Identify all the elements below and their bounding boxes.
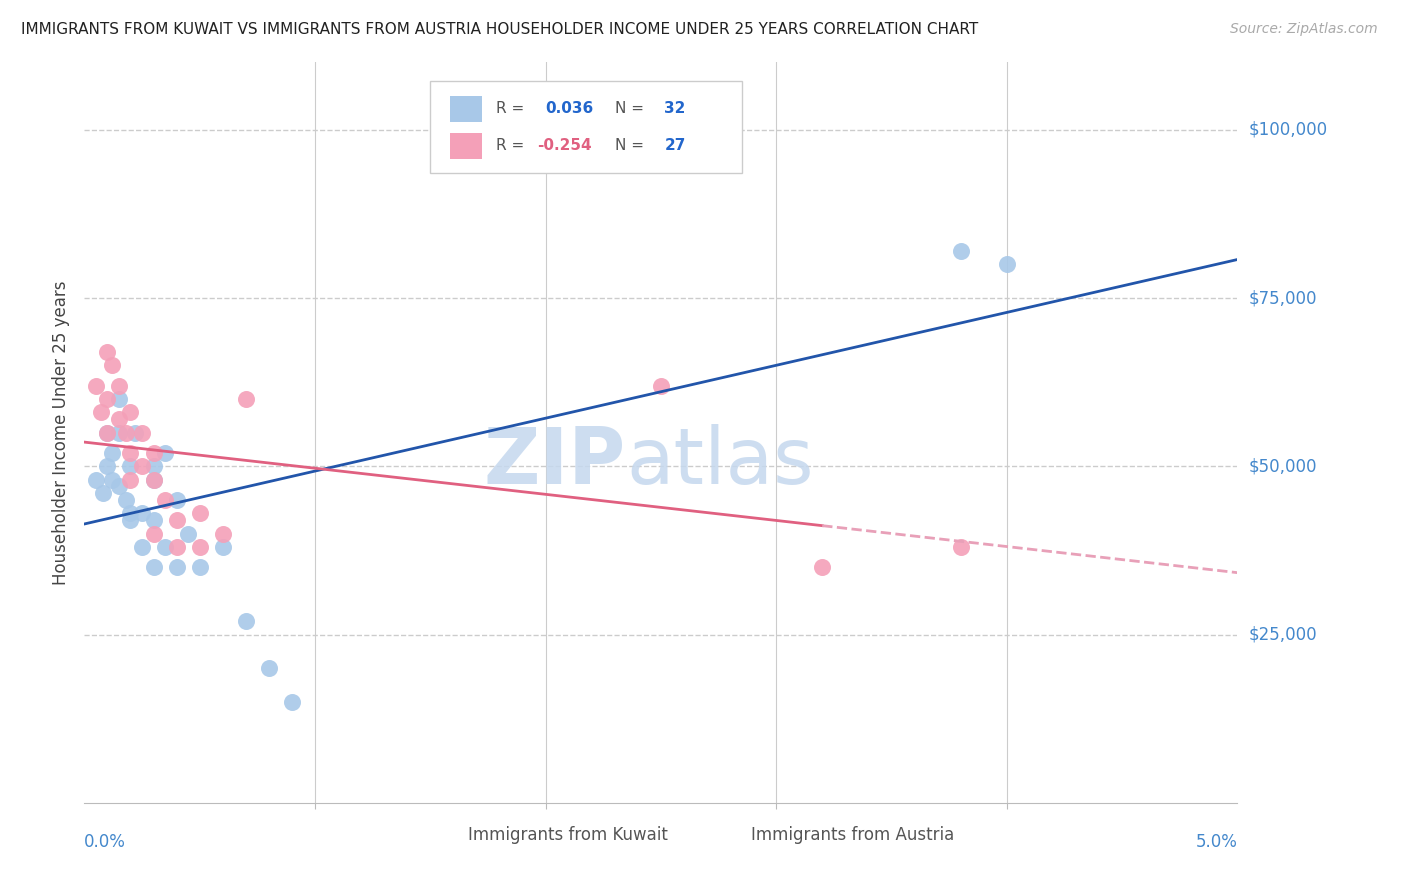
Point xyxy=(166,492,188,507)
Point xyxy=(96,392,118,406)
Point xyxy=(131,459,153,474)
Point xyxy=(995,257,1018,271)
Point xyxy=(96,344,118,359)
Point xyxy=(153,492,176,507)
FancyBboxPatch shape xyxy=(430,81,741,173)
Point xyxy=(166,540,188,554)
Point xyxy=(131,425,153,440)
Text: R =: R = xyxy=(496,101,529,116)
Text: $25,000: $25,000 xyxy=(1249,625,1317,643)
Text: -0.254: -0.254 xyxy=(537,138,592,153)
Point xyxy=(166,560,188,574)
Text: Source: ZipAtlas.com: Source: ZipAtlas.com xyxy=(1230,22,1378,37)
Point xyxy=(115,492,138,507)
Text: $75,000: $75,000 xyxy=(1249,289,1317,307)
Point xyxy=(131,540,153,554)
Text: 0.0%: 0.0% xyxy=(84,833,127,851)
Point xyxy=(949,540,972,554)
Text: Immigrants from Kuwait: Immigrants from Kuwait xyxy=(468,826,668,845)
Point xyxy=(124,425,146,440)
Point xyxy=(142,459,165,474)
Text: N =: N = xyxy=(614,101,648,116)
Point xyxy=(142,526,165,541)
Text: $50,000: $50,000 xyxy=(1249,458,1317,475)
Point xyxy=(811,560,834,574)
Point xyxy=(96,459,118,474)
Point xyxy=(108,425,131,440)
Point xyxy=(84,473,107,487)
Point xyxy=(142,446,165,460)
Point xyxy=(96,425,118,440)
Point xyxy=(188,560,211,574)
Point xyxy=(120,473,142,487)
Text: R =: R = xyxy=(496,138,529,153)
Point xyxy=(211,540,233,554)
Point xyxy=(89,405,111,419)
Point xyxy=(188,507,211,521)
Point xyxy=(101,359,124,373)
Y-axis label: Householder Income Under 25 years: Householder Income Under 25 years xyxy=(52,280,70,585)
Point xyxy=(142,560,165,574)
Point xyxy=(120,507,142,521)
Point xyxy=(235,392,257,406)
FancyBboxPatch shape xyxy=(450,133,482,159)
Point xyxy=(142,473,165,487)
Point xyxy=(177,526,200,541)
Point xyxy=(153,446,176,460)
Point xyxy=(257,661,280,675)
Text: N =: N = xyxy=(614,138,648,153)
Text: $100,000: $100,000 xyxy=(1249,120,1327,139)
Text: ZIP: ZIP xyxy=(484,425,626,500)
Point xyxy=(96,425,118,440)
Text: 32: 32 xyxy=(664,101,686,116)
FancyBboxPatch shape xyxy=(450,95,482,121)
Point xyxy=(115,425,138,440)
FancyBboxPatch shape xyxy=(430,827,460,844)
Point xyxy=(120,405,142,419)
Text: 5.0%: 5.0% xyxy=(1195,833,1237,851)
Text: atlas: atlas xyxy=(626,425,814,500)
FancyBboxPatch shape xyxy=(713,827,741,844)
Point xyxy=(108,378,131,392)
Point xyxy=(281,695,304,709)
Point xyxy=(211,526,233,541)
Point xyxy=(188,540,211,554)
Point xyxy=(101,446,124,460)
Point xyxy=(101,473,124,487)
Point xyxy=(108,479,131,493)
Point xyxy=(131,507,153,521)
Point xyxy=(120,446,142,460)
Point xyxy=(91,486,114,500)
Point xyxy=(120,513,142,527)
Point xyxy=(108,412,131,426)
Text: 0.036: 0.036 xyxy=(546,101,593,116)
Point xyxy=(153,540,176,554)
Point xyxy=(166,513,188,527)
Text: 27: 27 xyxy=(664,138,686,153)
Point xyxy=(84,378,107,392)
Text: Immigrants from Austria: Immigrants from Austria xyxy=(751,826,955,845)
Text: IMMIGRANTS FROM KUWAIT VS IMMIGRANTS FROM AUSTRIA HOUSEHOLDER INCOME UNDER 25 YE: IMMIGRANTS FROM KUWAIT VS IMMIGRANTS FRO… xyxy=(21,22,979,37)
Point xyxy=(142,513,165,527)
Point xyxy=(650,378,672,392)
Point xyxy=(120,459,142,474)
Point xyxy=(108,392,131,406)
Point xyxy=(235,614,257,628)
Point xyxy=(142,473,165,487)
Point xyxy=(949,244,972,258)
